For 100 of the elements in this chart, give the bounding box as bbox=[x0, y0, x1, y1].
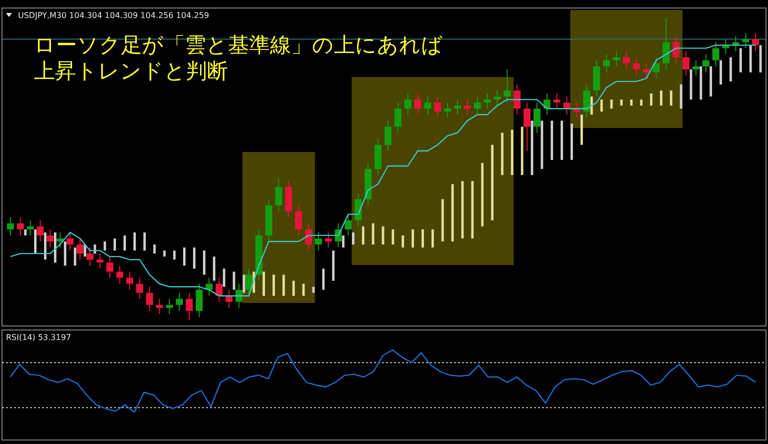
bar bbox=[202, 250, 206, 275]
candlestick bbox=[196, 283, 203, 318]
bar bbox=[412, 229, 414, 248]
candlestick bbox=[652, 56, 660, 79]
bar bbox=[212, 256, 216, 281]
candlestick bbox=[176, 292, 183, 312]
bar bbox=[520, 126, 524, 176]
candlestick bbox=[116, 265, 124, 284]
candlestick bbox=[622, 50, 630, 70]
bar bbox=[749, 45, 752, 72]
bar bbox=[630, 100, 633, 106]
annotation: ローソク足が「雲と基準線」の上にあれば bbox=[34, 33, 443, 57]
candlestick bbox=[454, 99, 461, 116]
bar bbox=[560, 120, 564, 160]
candlestick bbox=[752, 32, 760, 52]
bar bbox=[104, 241, 106, 251]
bar bbox=[114, 238, 116, 251]
bar bbox=[441, 199, 444, 242]
candlestick bbox=[186, 292, 193, 320]
candlestick bbox=[632, 56, 640, 76]
candlestick bbox=[692, 60, 700, 76]
candlestick bbox=[434, 96, 442, 118]
bar bbox=[143, 232, 146, 251]
bar bbox=[510, 130, 514, 176]
candlestick bbox=[702, 54, 710, 73]
candlestick bbox=[603, 54, 610, 73]
candlestick bbox=[672, 36, 680, 64]
bar bbox=[431, 229, 434, 248]
bar bbox=[372, 223, 374, 244]
bar bbox=[422, 229, 424, 248]
bar bbox=[650, 94, 652, 106]
candlestick bbox=[514, 84, 521, 116]
bar bbox=[501, 132, 504, 176]
candlestick bbox=[126, 271, 134, 290]
candlestick bbox=[106, 256, 114, 278]
bar bbox=[580, 114, 583, 145]
bar bbox=[322, 268, 325, 290]
candlestick bbox=[424, 96, 432, 116]
bar bbox=[34, 229, 37, 254]
bar bbox=[660, 90, 662, 106]
candlestick bbox=[464, 99, 471, 116]
candlestick bbox=[275, 178, 282, 212]
candlestick bbox=[384, 120, 392, 152]
candlestick bbox=[642, 62, 650, 79]
candlestick bbox=[662, 18, 670, 70]
bar bbox=[451, 184, 454, 242]
bar bbox=[720, 60, 722, 84]
annotation: 上昇トレンドと判断 bbox=[34, 59, 228, 83]
bar bbox=[550, 120, 554, 160]
candlestick bbox=[394, 102, 402, 134]
chart-title: RSI(14) 53.3197 bbox=[6, 333, 72, 342]
bar bbox=[739, 48, 742, 72]
bar bbox=[710, 66, 712, 97]
bar bbox=[352, 232, 354, 244]
bar bbox=[700, 66, 702, 100]
candlestick bbox=[146, 286, 154, 312]
candlestick bbox=[6, 216, 14, 236]
candlestick bbox=[742, 32, 750, 49]
bar bbox=[193, 248, 196, 269]
bar bbox=[600, 100, 603, 112]
bar bbox=[620, 100, 623, 106]
candlestick bbox=[226, 289, 232, 308]
candlestick bbox=[563, 96, 570, 116]
bar bbox=[44, 232, 46, 260]
candlestick bbox=[216, 277, 223, 302]
bar bbox=[222, 268, 226, 287]
bar bbox=[362, 226, 364, 244]
bar bbox=[133, 232, 136, 251]
candlestick bbox=[612, 50, 620, 67]
candlestick bbox=[444, 102, 452, 118]
candlestick bbox=[156, 298, 163, 314]
candlestick bbox=[682, 50, 690, 76]
chart-title: USDJPY,M30 104.304 104.309 104.256 104.259 bbox=[18, 11, 210, 20]
bar bbox=[670, 90, 672, 106]
bar bbox=[292, 280, 295, 296]
bar bbox=[64, 241, 66, 266]
candlestick bbox=[295, 204, 302, 236]
candlestick bbox=[404, 93, 412, 116]
bar bbox=[24, 229, 27, 236]
candlestick bbox=[305, 222, 312, 252]
candlestick bbox=[66, 232, 74, 252]
candlestick bbox=[344, 214, 352, 236]
candlestick bbox=[314, 232, 322, 252]
bar bbox=[272, 274, 275, 296]
candlestick bbox=[96, 253, 104, 270]
bar bbox=[183, 248, 186, 266]
candlestick bbox=[136, 277, 144, 300]
candlestick bbox=[86, 247, 94, 266]
bar bbox=[481, 162, 484, 226]
candlestick bbox=[414, 93, 422, 116]
bar bbox=[730, 57, 732, 82]
candlestick bbox=[354, 192, 362, 227]
candlestick bbox=[712, 42, 720, 67]
bar bbox=[54, 232, 56, 263]
bar bbox=[491, 144, 494, 220]
candlestick bbox=[553, 93, 560, 110]
bar bbox=[173, 250, 176, 260]
bar bbox=[332, 250, 335, 281]
candlestick bbox=[166, 298, 173, 314]
bar bbox=[640, 100, 643, 106]
